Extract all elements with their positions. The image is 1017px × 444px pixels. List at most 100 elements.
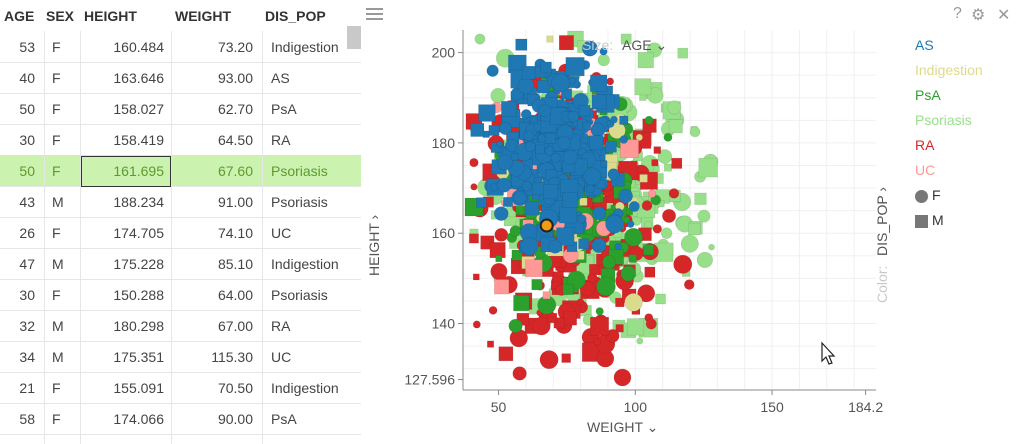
cell-weight[interactable]: 85.10 bbox=[217, 256, 253, 272]
cell-dis-pop[interactable]: PsA bbox=[271, 101, 297, 117]
cell-weight[interactable]: 70.50 bbox=[217, 380, 253, 396]
hamburger-menu-icon[interactable] bbox=[366, 8, 383, 20]
cell-sex[interactable]: M bbox=[52, 256, 64, 272]
cell-height[interactable]: 155.091 bbox=[113, 380, 164, 396]
cell-age[interactable]: 30 bbox=[19, 287, 35, 303]
cell-age[interactable]: 21 bbox=[19, 380, 35, 396]
table-row[interactable]: 34 M 175.351 115.30 UC bbox=[0, 341, 361, 373]
table-row-selected[interactable]: 50 F 161.695 67.60 Psoriasis bbox=[0, 155, 361, 187]
legend-item-shape-f[interactable]: F bbox=[915, 186, 983, 211]
legend-item-uc[interactable]: UC bbox=[915, 162, 936, 178]
cell-sex[interactable]: F bbox=[52, 411, 61, 427]
column-header-height[interactable]: HEIGHT bbox=[84, 8, 137, 24]
cell-height[interactable]: 175.351 bbox=[113, 349, 164, 365]
cell-age[interactable]: 43 bbox=[19, 194, 35, 210]
legend-item-psoriasis[interactable]: Psoriasis bbox=[915, 112, 972, 128]
legend-item-ra[interactable]: RA bbox=[915, 137, 935, 153]
cell-weight[interactable]: 90.00 bbox=[217, 411, 253, 427]
cell-sex[interactable]: F bbox=[52, 101, 61, 117]
cell-height[interactable]: 161.695 bbox=[113, 163, 164, 179]
legend-item-as[interactable]: AS bbox=[915, 37, 934, 53]
gear-icon[interactable]: ⚙ bbox=[971, 7, 986, 24]
column-header-sex[interactable]: SEX bbox=[46, 8, 75, 24]
cell-dis-pop[interactable]: PsA bbox=[271, 411, 297, 427]
cell-sex[interactable]: F bbox=[52, 380, 61, 396]
table-row[interactable]: 43 M 188.234 91.00 Psoriasis bbox=[0, 186, 361, 218]
table-row[interactable]: 47 M 175.228 85.10 Indigestion bbox=[0, 248, 361, 280]
cell-weight[interactable]: 91.00 bbox=[217, 194, 253, 210]
cell-dis-pop[interactable]: Psoriasis bbox=[271, 287, 328, 303]
table-row[interactable]: 58 F 174.066 90.00 PsA bbox=[0, 403, 361, 435]
cell-age[interactable]: 40 bbox=[19, 70, 35, 86]
cell-dis-pop[interactable]: AS bbox=[271, 70, 290, 86]
cell-weight[interactable]: 93.00 bbox=[217, 70, 253, 86]
table-scrollbar-thumb[interactable] bbox=[347, 26, 361, 49]
x-axis-label[interactable]: WEIGHT ⌄ bbox=[587, 419, 658, 435]
cell-height[interactable]: 150.288 bbox=[113, 287, 164, 303]
cell-sex[interactable]: F bbox=[52, 163, 61, 179]
size-selector[interactable]: AGE ⌄ bbox=[622, 37, 667, 53]
cell-age[interactable]: 30 bbox=[19, 132, 35, 148]
column-header-age[interactable]: AGE bbox=[4, 8, 35, 24]
cell-sex[interactable]: F bbox=[52, 70, 61, 86]
cell-age[interactable]: 50 bbox=[19, 101, 35, 117]
cell-weight[interactable]: 115.30 bbox=[211, 349, 253, 365]
cell-sex[interactable]: F bbox=[52, 39, 61, 55]
data-points[interactable] bbox=[464, 30, 719, 387]
legend-item-shape-m[interactable]: M bbox=[915, 211, 983, 236]
help-icon[interactable]: ? bbox=[953, 5, 962, 22]
cell-age[interactable]: 50 bbox=[19, 163, 35, 179]
cell-sex[interactable]: F bbox=[52, 132, 61, 148]
cell-dis-pop[interactable]: UC bbox=[271, 225, 292, 241]
cell-height[interactable]: 175.228 bbox=[113, 256, 164, 272]
cell-age[interactable]: 34 bbox=[19, 349, 35, 365]
cell-height[interactable]: 174.066 bbox=[113, 411, 164, 427]
cell-height[interactable]: 163.646 bbox=[113, 70, 164, 86]
cell-height[interactable]: 158.419 bbox=[113, 132, 164, 148]
close-icon[interactable]: ✕ bbox=[997, 7, 1011, 24]
cell-age[interactable]: 26 bbox=[19, 225, 35, 241]
column-header-dis-pop[interactable]: DIS_POP bbox=[265, 8, 326, 24]
cell-weight[interactable]: 62.70 bbox=[217, 101, 253, 117]
table-row[interactable]: 32 M 180.298 67.00 RA bbox=[0, 310, 361, 342]
cell-weight[interactable]: 64.50 bbox=[217, 132, 253, 148]
cell-dis-pop[interactable]: UC bbox=[271, 349, 292, 365]
table-row[interactable]: 30 F 150.288 64.00 Psoriasis bbox=[0, 279, 361, 311]
cell-age[interactable]: 53 bbox=[19, 39, 35, 55]
column-header-weight[interactable]: WEIGHT bbox=[175, 8, 231, 24]
scatter-plot[interactable]: 50 100 150 184.2 200 180 160 140 127.596 Size: A… bbox=[361, 0, 895, 444]
cell-sex[interactable]: M bbox=[52, 349, 64, 365]
cell-sex[interactable]: F bbox=[52, 287, 61, 303]
cell-weight[interactable]: 64.00 bbox=[217, 287, 253, 303]
cell-height[interactable]: 158.027 bbox=[113, 101, 164, 117]
cell-dis-pop[interactable]: Indigestion bbox=[271, 39, 339, 55]
cell-dis-pop[interactable]: Psoriasis bbox=[271, 163, 328, 179]
legend-item-psa[interactable]: PsA bbox=[915, 87, 941, 103]
cell-sex[interactable]: M bbox=[52, 318, 64, 334]
cell-age[interactable]: 47 bbox=[19, 256, 35, 272]
table-row[interactable]: 40 F 163.646 93.00 AS bbox=[0, 62, 361, 94]
color-selector[interactable]: DIS_POP › bbox=[874, 187, 890, 256]
cell-age[interactable]: 32 bbox=[19, 318, 35, 334]
table-row[interactable]: 21 F 155.091 70.50 Indigestion bbox=[0, 372, 361, 404]
legend-item-indigestion[interactable]: Indigestion bbox=[915, 62, 983, 78]
cell-dis-pop[interactable]: RA bbox=[271, 132, 291, 148]
cell-height[interactable]: 188.234 bbox=[113, 194, 164, 210]
cell-height[interactable]: 180.298 bbox=[113, 318, 164, 334]
cell-weight[interactable]: 67.60 bbox=[217, 163, 253, 179]
cell-age[interactable]: 58 bbox=[19, 411, 35, 427]
cell-height[interactable]: 174.705 bbox=[113, 225, 164, 241]
cell-dis-pop[interactable]: Indigestion bbox=[271, 380, 339, 396]
table-row[interactable]: 26 F 174.705 74.10 UC bbox=[0, 217, 361, 249]
cell-weight[interactable]: 67.00 bbox=[217, 318, 253, 334]
cell-weight[interactable]: 73.20 bbox=[217, 39, 253, 55]
cell-sex[interactable]: M bbox=[52, 194, 64, 210]
table-row[interactable]: 30 F 158.419 64.50 RA bbox=[0, 124, 361, 156]
cell-height[interactable]: 160.484 bbox=[113, 39, 164, 55]
y-axis-label[interactable]: HEIGHT › bbox=[366, 214, 382, 276]
cell-dis-pop[interactable]: RA bbox=[271, 318, 291, 334]
cell-dis-pop[interactable]: Psoriasis bbox=[271, 194, 328, 210]
table-row[interactable]: 53 F 160.484 73.20 Indigestion bbox=[0, 31, 361, 63]
cell-weight[interactable]: 74.10 bbox=[217, 225, 253, 241]
cell-dis-pop[interactable]: Indigestion bbox=[271, 256, 339, 272]
